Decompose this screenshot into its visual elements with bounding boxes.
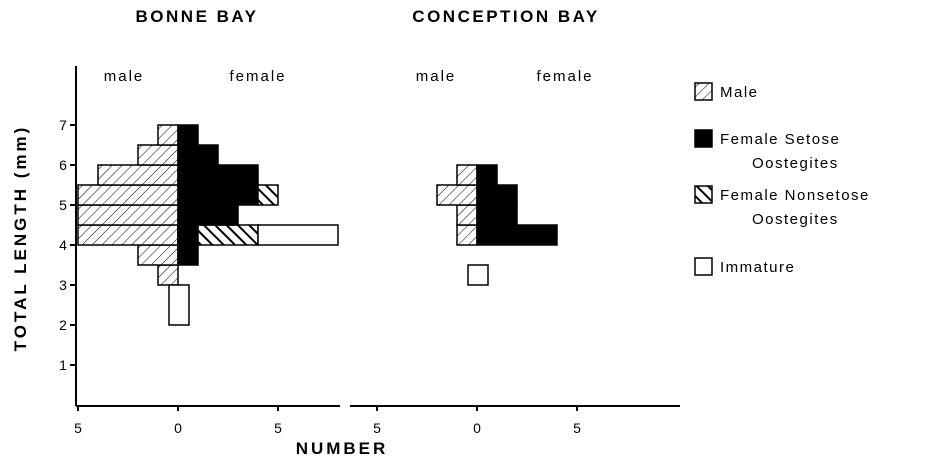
bar-male xyxy=(456,224,478,246)
x-tick-label: 5 xyxy=(74,420,82,436)
legend-swatch-immature xyxy=(694,257,713,276)
y-axis-title: TOTAL LENGTH (mm) xyxy=(11,125,30,352)
bar-male xyxy=(456,204,478,226)
y-tick-label: 7 xyxy=(59,117,67,133)
bar-male xyxy=(77,184,179,206)
bar-setose xyxy=(476,224,558,246)
bar-immature xyxy=(168,284,190,326)
bar-setose xyxy=(177,164,259,186)
bar-setose xyxy=(177,144,219,166)
y-tick-label: 1 xyxy=(59,357,67,373)
bar-male xyxy=(137,244,179,266)
bar-setose xyxy=(476,164,498,186)
bar-setose xyxy=(177,124,199,146)
legend-label-setose: Female Setose xyxy=(720,131,840,148)
bars xyxy=(77,124,558,326)
panel2-male-label: male xyxy=(416,68,457,85)
y-tick-label: 6 xyxy=(59,157,67,173)
legend-label-immature: Immature xyxy=(720,259,795,276)
legend-label-male: Male xyxy=(720,84,759,101)
legend-label-setose: Oostegites xyxy=(752,155,839,172)
legend-swatch-setose xyxy=(694,129,713,148)
x-tick-label: 0 xyxy=(473,420,481,436)
bar-setose xyxy=(177,184,259,206)
bar-setose xyxy=(177,244,199,266)
panel2-female-label: female xyxy=(536,68,593,85)
bar-nonsetose xyxy=(257,184,279,206)
axes: 1 2 3 4 5 6 7 5 0 5 5 0 5 xyxy=(59,66,680,436)
bar-male xyxy=(77,224,179,246)
legend-label-nonsetose: Female Nonsetose xyxy=(720,187,870,204)
legend: Male Female Setose Oostegites Female Nonset… xyxy=(694,82,870,276)
legend-label-nonsetose: Oostegites xyxy=(752,211,839,228)
bar-male xyxy=(157,264,179,286)
bar-immature xyxy=(467,264,489,286)
panel-title-conception-bay: CONCEPTION BAY xyxy=(412,7,599,26)
y-tick-label: 3 xyxy=(59,277,67,293)
y-tick-label: 2 xyxy=(59,317,67,333)
panel1-female-label: female xyxy=(229,68,286,85)
legend-swatch-nonsetose xyxy=(694,185,713,204)
bar-setose xyxy=(177,224,199,246)
x-tick-label: 0 xyxy=(174,420,182,436)
bar-male xyxy=(77,204,179,226)
legend-swatch-male xyxy=(694,82,713,101)
panel-title-bonne-bay: BONNE BAY xyxy=(136,7,259,26)
bar-setose xyxy=(177,204,239,226)
bar-setose xyxy=(476,204,518,226)
x-tick-label: 5 xyxy=(573,420,581,436)
y-tick-label: 4 xyxy=(59,237,67,253)
x-axis-title: NUMBER xyxy=(296,439,389,458)
bar-immature xyxy=(257,224,339,246)
bar-male xyxy=(97,164,179,186)
x-tick-label: 5 xyxy=(373,420,381,436)
panel1-male-label: male xyxy=(104,68,145,85)
y-tick-label: 5 xyxy=(59,197,67,213)
bar-male xyxy=(137,144,179,166)
bar-male xyxy=(157,124,179,146)
bar-nonsetose xyxy=(197,224,259,246)
x-tick-label: 5 xyxy=(274,420,282,436)
bar-male xyxy=(436,184,478,206)
bar-male xyxy=(456,164,478,186)
bar-setose xyxy=(476,184,518,206)
